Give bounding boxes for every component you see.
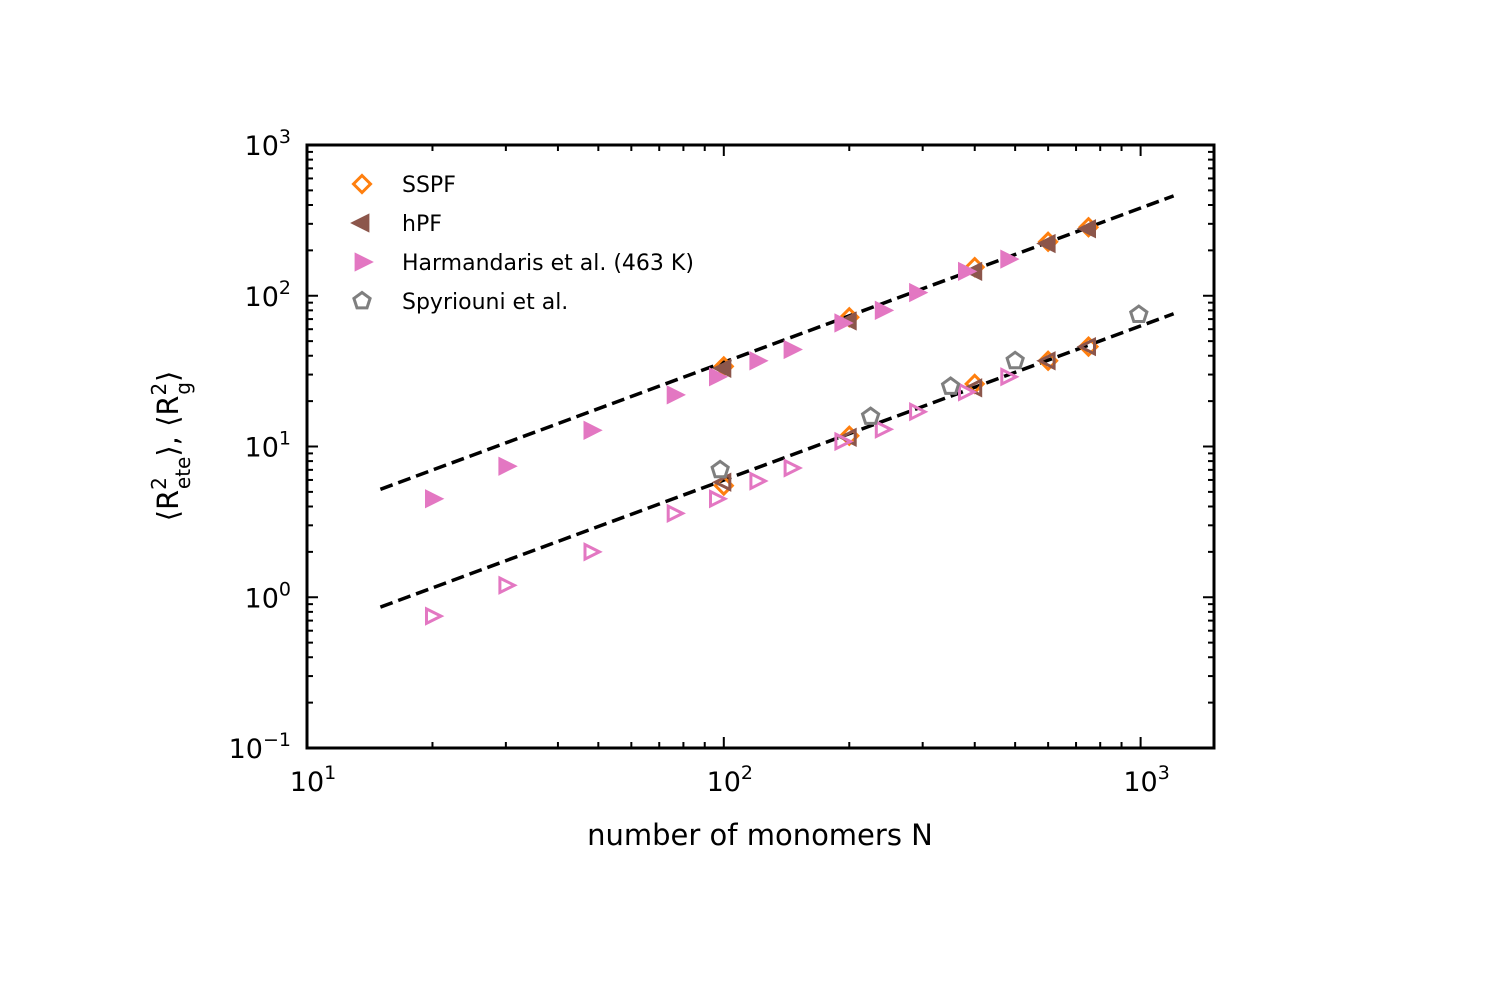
y-tick-label: 101 bbox=[245, 428, 291, 464]
y-tick-label: 102 bbox=[245, 277, 291, 313]
y-title-part-3: ⟩ bbox=[151, 371, 185, 382]
y-tick-label: 103 bbox=[245, 126, 291, 162]
y-axis-title: ⟨R2ete⟩, ⟨R2g⟩ bbox=[147, 371, 195, 522]
point-harmandaris-et-al-463-k-ete bbox=[583, 420, 603, 441]
legend-symbol-triangle-left bbox=[350, 213, 370, 233]
point-harmandaris-et-al-463-k-g bbox=[498, 575, 518, 595]
y-title-part-2: ⟩, ⟨R bbox=[151, 395, 185, 456]
point-harmandaris-et-al-463-k-g bbox=[583, 542, 603, 562]
point-harmandaris-et-al-463-k-ete bbox=[783, 339, 803, 360]
legend-entry-harmandaris: Harmandaris et al. (463 K) bbox=[354, 251, 694, 276]
legend-symbol-diamond bbox=[351, 173, 373, 195]
data-markers bbox=[425, 216, 1149, 626]
point-spyriouni-et-al-g bbox=[710, 459, 730, 479]
point-spyriouni-et-al-g bbox=[860, 406, 881, 425]
legend-symbol-triangle-right bbox=[354, 252, 374, 272]
tick-labels: 101 102 103 10−1 100 101 102 103 bbox=[229, 126, 1170, 798]
point-harmandaris-et-al-463-k-g bbox=[1000, 367, 1020, 387]
point-harmandaris-et-al-463-k-ete bbox=[834, 313, 854, 333]
point-harmandaris-et-al-463-k-g bbox=[874, 419, 895, 439]
point-harmandaris-et-al-463-k-g bbox=[425, 606, 445, 626]
y-title-sub-1: ete bbox=[171, 457, 195, 489]
point-spyriouni-et-al-g bbox=[940, 376, 961, 395]
legend-label-sspf: SSPF bbox=[402, 173, 456, 198]
y-title-sup-2: 2 bbox=[147, 383, 171, 396]
point-harmandaris-et-al-463-k-ete bbox=[874, 300, 895, 321]
plot-frame bbox=[305, 143, 1216, 750]
point-hpf-g bbox=[1076, 336, 1096, 357]
legend-symbol-pentagon bbox=[352, 290, 372, 310]
point-harmandaris-et-al-463-k-g bbox=[958, 382, 978, 402]
y-title-sup-1: 2 bbox=[147, 477, 171, 490]
legend-marker-triangle-left bbox=[350, 213, 370, 233]
point-harmandaris-et-al-463-k-g bbox=[909, 402, 929, 422]
legend-marker-diamond bbox=[351, 173, 373, 195]
y-title-part-1: ⟨R bbox=[151, 490, 185, 521]
point-harmandaris-et-al-463-k-ete bbox=[666, 385, 686, 405]
point-hpf-ete bbox=[1076, 219, 1096, 239]
point-hpf-ete bbox=[711, 358, 732, 379]
point-harmandaris-et-al-463-k-g bbox=[666, 503, 686, 524]
point-hpf-ete bbox=[1036, 233, 1056, 254]
legend-entry-hpf: hPF bbox=[350, 212, 442, 237]
point-harmandaris-et-al-463-k-ete bbox=[709, 367, 729, 387]
point-harmandaris-et-al-463-k-g bbox=[749, 471, 769, 491]
y-tick-label: 100 bbox=[245, 578, 291, 614]
point-harmandaris-et-al-463-k-ete bbox=[498, 456, 518, 476]
x-tick-label: 103 bbox=[1123, 762, 1169, 798]
point-harmandaris-et-al-463-k-g bbox=[834, 431, 854, 452]
legend-label-harmandaris: Harmandaris et al. (463 K) bbox=[402, 251, 694, 276]
point-harmandaris-et-al-463-k-ete bbox=[1000, 249, 1020, 269]
y-tick-label: 10−1 bbox=[229, 729, 291, 765]
y-title-sub-2: g bbox=[171, 382, 195, 395]
point-harmandaris-et-al-463-k-g bbox=[783, 458, 803, 478]
x-tick-label: 102 bbox=[707, 762, 753, 798]
legend-entry-sspf: SSPF bbox=[351, 173, 456, 198]
point-harmandaris-et-al-463-k-g bbox=[709, 489, 729, 509]
x-tick-label: 101 bbox=[290, 762, 336, 798]
point-harmandaris-et-al-463-k-ete bbox=[958, 261, 978, 282]
legend-label-hpf: hPF bbox=[402, 212, 442, 237]
legend-marker-pentagon bbox=[352, 290, 372, 310]
legend: SSPF hPF Harmandaris et al. (463 K) Spyr… bbox=[350, 173, 694, 315]
point-harmandaris-et-al-463-k-ete bbox=[909, 282, 929, 303]
point-harmandaris-et-al-463-k-ete bbox=[749, 351, 769, 371]
legend-marker-triangle-right bbox=[354, 252, 374, 272]
point-hpf-g bbox=[1036, 351, 1056, 371]
legend-entry-spyriouni: Spyriouni et al. bbox=[352, 290, 568, 315]
x-axis-title: number of monomers N bbox=[587, 818, 933, 852]
point-spyriouni-et-al-g bbox=[1005, 350, 1025, 370]
legend-label-spyriouni: Spyriouni et al. bbox=[402, 290, 568, 315]
point-spyriouni-et-al-g bbox=[1128, 304, 1149, 323]
axis-ticks bbox=[306, 144, 1214, 749]
point-harmandaris-et-al-463-k-ete bbox=[425, 489, 445, 509]
point-hpf-g bbox=[711, 472, 732, 492]
